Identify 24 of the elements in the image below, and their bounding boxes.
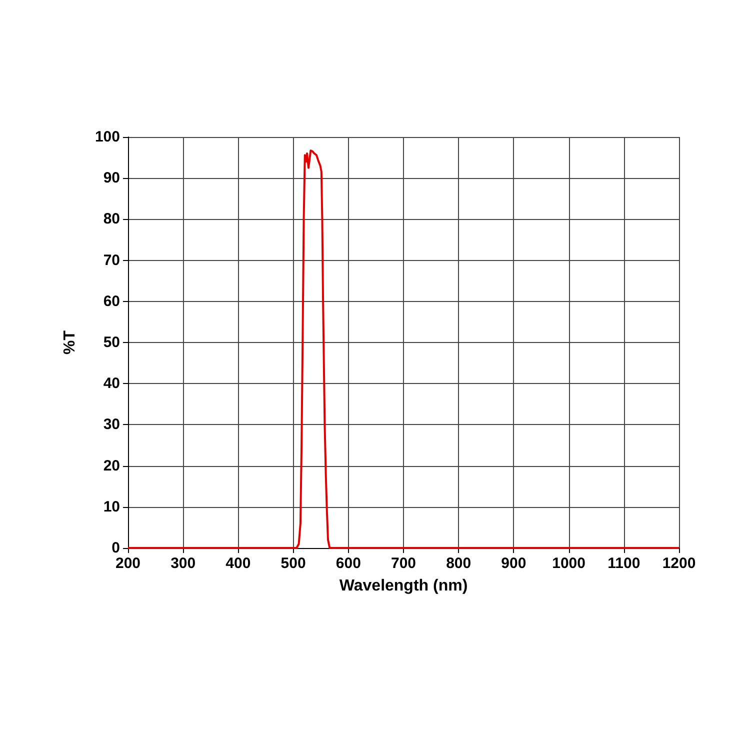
x-tick-label: 900: [501, 555, 526, 572]
y-tick-label: 90: [103, 170, 120, 187]
x-axis-title: Wavelength (nm): [339, 578, 468, 594]
x-tick-label: 700: [390, 555, 416, 572]
y-axis-title: %T: [62, 330, 78, 354]
y-tick-label: 100: [94, 128, 120, 146]
y-tick-label: 70: [103, 252, 120, 269]
x-tick-label: 400: [226, 555, 251, 572]
y-tick-label: 20: [103, 457, 120, 474]
y-tick-label: 10: [103, 498, 120, 516]
x-tick-label: 1200: [662, 555, 696, 572]
x-tick-label: 1000: [552, 555, 586, 572]
y-tick-label: 80: [103, 210, 120, 228]
y-tick-label: 50: [103, 334, 120, 351]
y-tick-label: 30: [103, 416, 120, 434]
x-tick-label: 300: [170, 555, 196, 572]
y-tick-label: 60: [103, 292, 120, 310]
x-tick-label: 500: [280, 555, 306, 572]
y-tick-label: 0: [112, 540, 120, 556]
x-tick-label: 200: [115, 555, 141, 572]
x-tick-label: 800: [446, 555, 472, 572]
x-tick-label: 600: [336, 555, 361, 572]
y-tick-label: 40: [103, 375, 120, 392]
x-tick-label: 1100: [608, 555, 640, 572]
